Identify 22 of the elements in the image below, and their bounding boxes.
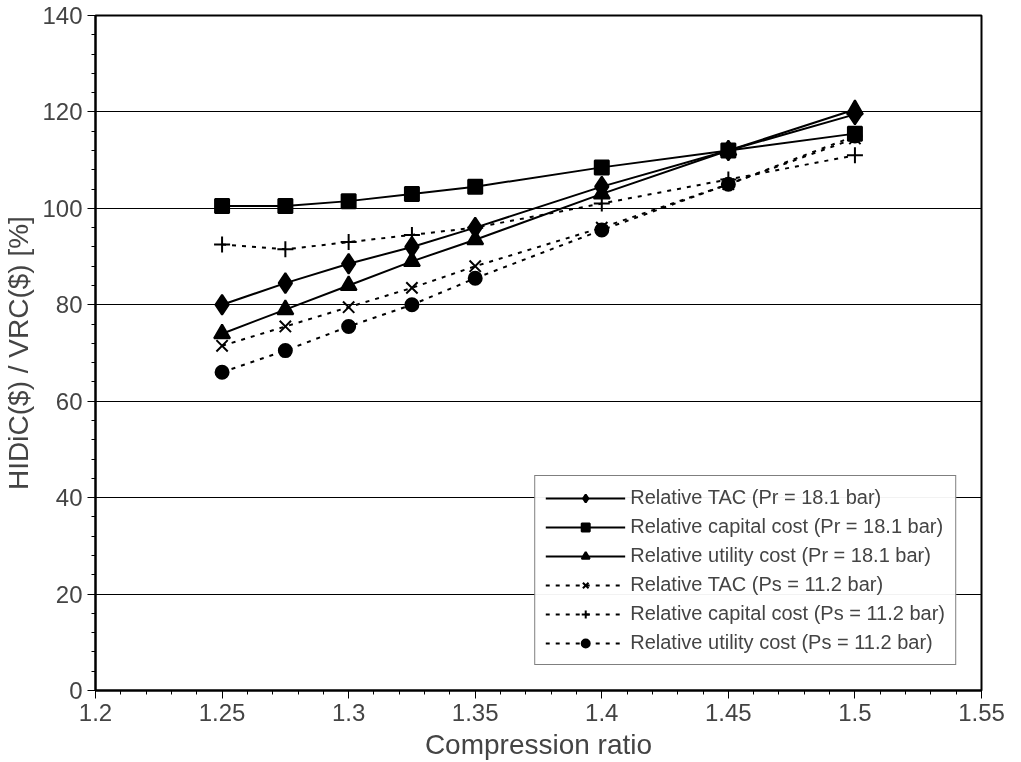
- legend-label: Relative capital cost (Pr = 18.1 bar): [630, 515, 944, 538]
- y-tick-label: 60: [55, 387, 83, 415]
- x-tick-label: 1.25: [198, 698, 246, 726]
- legend-label: Relative capital cost (Ps = 11.2 bar): [630, 602, 945, 625]
- y-tick-label: 120: [42, 98, 83, 126]
- y-tick-label: 40: [55, 484, 83, 512]
- legend-label: Relative TAC (Ps = 11.2 bar): [630, 573, 884, 596]
- x-tick-label: 1.35: [451, 698, 499, 726]
- y-tick-label: 140: [42, 2, 83, 29]
- x-tick-label: 1.45: [705, 698, 752, 726]
- x-tick-label: 1.5: [838, 698, 872, 726]
- legend-label: Relative utility cost (Pr = 18.1 bar): [630, 544, 931, 567]
- x-axis-title: Compression ratio: [424, 728, 653, 760]
- legend-label: Relative utility cost (Ps = 11.2 bar): [630, 631, 933, 654]
- y-tick-label: 100: [42, 194, 83, 222]
- x-tick-label: 1.55: [958, 698, 1005, 726]
- y-axis-title: HIDiC($) / VRC($) [%]: [3, 216, 35, 490]
- x-tick-label: 1.4: [585, 698, 619, 726]
- y-tick-label: 80: [55, 291, 83, 319]
- y-tick-label: 20: [55, 580, 83, 608]
- legend-label: Relative TAC (Pr = 18.1 bar): [630, 486, 882, 509]
- x-tick-label: 1.3: [331, 698, 366, 726]
